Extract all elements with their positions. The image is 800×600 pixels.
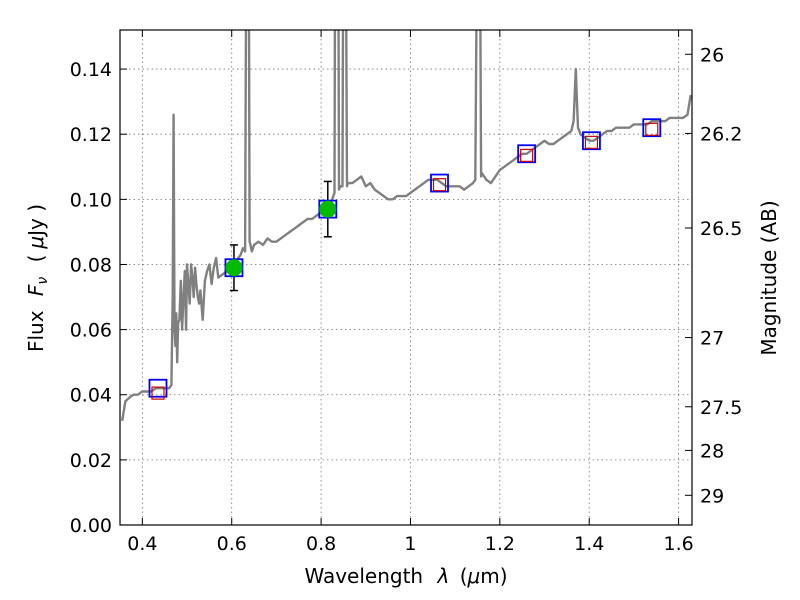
model-photometry-point [148, 378, 168, 398]
y2-tick-label: 26.2 [700, 123, 742, 145]
y2-tick-label: 26 [700, 44, 724, 66]
model-spectrum-line [121, 30, 692, 421]
x-tick-label: 0.8 [306, 533, 336, 555]
plot-frame [119, 29, 693, 526]
axis-ticks: 0.4 0.6 0.8 1 1.2 1.4 1.6 0.00 0.02 0.04 0.06 0.08 0… [70, 30, 742, 555]
observed-point [319, 200, 337, 218]
y2-axis-label: Magnitude (AB) [757, 200, 781, 355]
y-axis-label: Flux Fν (μJy ) [24, 204, 52, 352]
upper-limit-point [432, 178, 447, 192]
y-tick-label: 0.00 [70, 515, 112, 537]
x-tick-label: 1.2 [485, 533, 515, 555]
y-tick-label: 0.02 [70, 450, 112, 472]
model-photometry-point [642, 118, 662, 138]
y2-tick-label: 27 [700, 328, 724, 350]
x-tick-label: 1.4 [574, 533, 604, 555]
observed-point [225, 259, 243, 277]
upper-limit-point [520, 148, 534, 162]
y-tick-label: 0.12 [70, 124, 112, 146]
y-tick-label: 0.06 [70, 320, 112, 342]
upper-limit-point [584, 135, 599, 149]
y-tick-label: 0.14 [70, 59, 112, 81]
x-tick-label: 0.4 [127, 533, 157, 555]
model-photometry-point [517, 144, 537, 164]
y2-tick-label: 29 [700, 485, 724, 507]
upper-limit-point [151, 386, 165, 400]
y-tick-label: 0.08 [70, 254, 112, 276]
model-photometry-point [582, 131, 601, 151]
x-tick-label: 1.6 [663, 533, 693, 555]
y-tick-label: 0.04 [70, 385, 112, 407]
upper-limit-point [645, 122, 659, 136]
y2-tick-label: 28 [700, 440, 724, 462]
photometry-points [148, 118, 662, 400]
x-tick-label: 0.6 [217, 533, 247, 555]
x-tick-label: 1 [404, 533, 416, 555]
y2-tick-label: 27.5 [700, 397, 742, 419]
y2-tick-label: 26.5 [700, 218, 742, 240]
y-tick-label: 0.10 [70, 189, 112, 211]
x-axis-label: Wavelength λ (μm) [304, 564, 507, 588]
model-spectrum [121, 30, 692, 421]
model-photometry-point [430, 173, 449, 193]
